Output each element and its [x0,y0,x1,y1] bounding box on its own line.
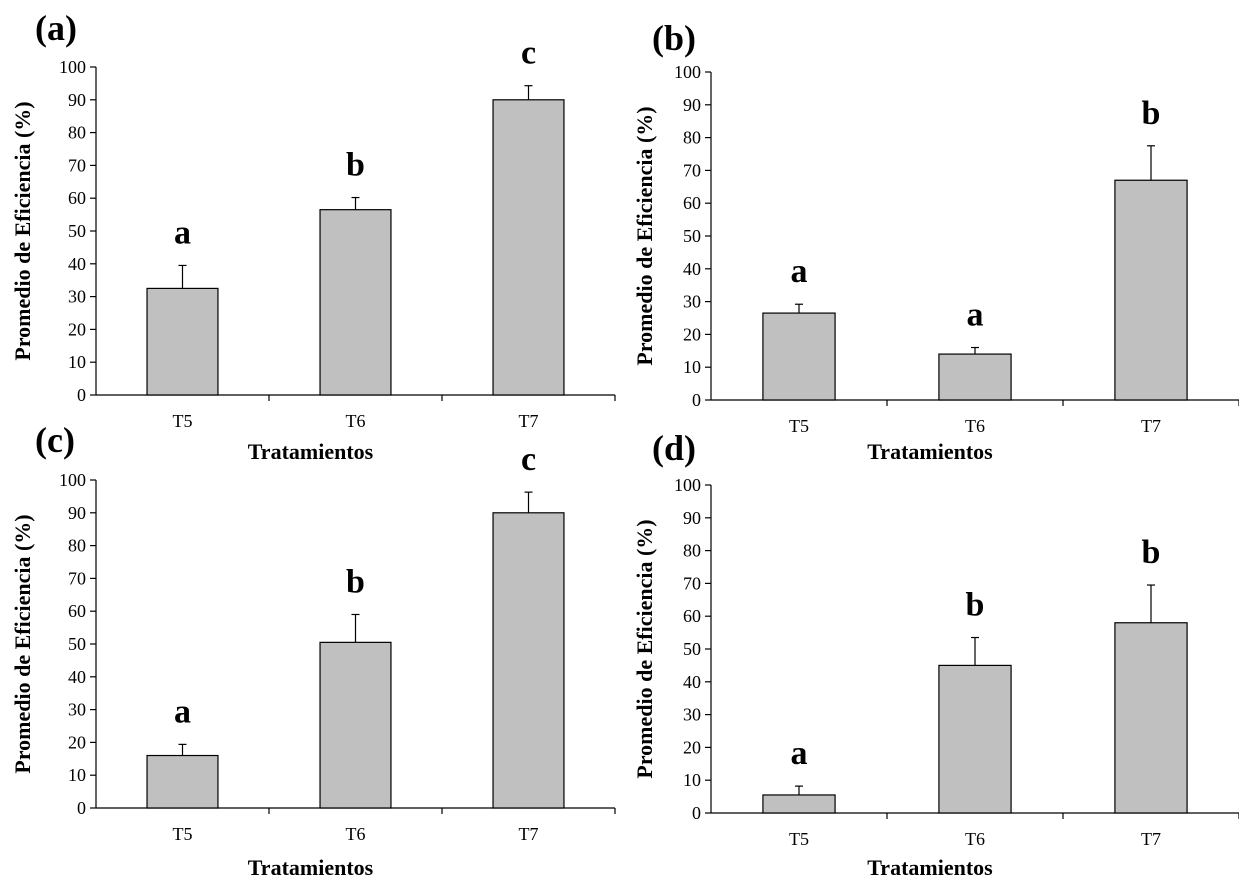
y-tick-label: 80 [68,536,86,556]
y-tick-label: 70 [68,568,86,588]
y-tick-label: 30 [68,700,86,720]
bar-t5 [146,754,219,809]
y-tick-label: 50 [683,639,701,659]
chart-panel-b: (b) 0 10 20 30 40 50 60 70 80 90 100 a T5 a T6 b T7 Tratam… [632,18,1239,464]
y-tick-label: 20 [683,737,701,757]
chart-panel-d: (d) 0 10 20 30 40 50 60 70 80 90 100 a T5 b T6 b T7 Tratam… [632,428,1239,880]
y-tick-label: 80 [683,128,701,148]
y-tick-label: 90 [68,90,86,110]
significance-letter: a [174,693,191,730]
y-tick-label: 100 [59,57,86,77]
significance-letter: b [346,147,365,184]
y-tick-label: 60 [68,188,86,208]
y-tick-label: 0 [77,385,86,405]
panel-label: (b) [652,18,696,58]
x-tick-label: T5 [173,411,193,431]
y-tick-label: 90 [683,508,701,528]
significance-letter: a [967,297,984,334]
y-tick-label: 40 [683,259,701,279]
y-tick-label: 100 [674,62,701,82]
bar-t5 [762,312,836,401]
significance-letter: b [1142,534,1161,571]
y-tick-label: 20 [683,324,701,344]
significance-letter: a [174,214,191,251]
x-axis-label: Tratamientos [248,855,374,880]
y-tick-label: 40 [68,667,86,687]
significance-letter: c [521,441,536,478]
y-tick-label: 20 [68,319,86,339]
x-tick-label: T6 [346,411,366,431]
x-tick-label: T5 [789,829,809,849]
x-tick-label: T7 [1141,829,1161,849]
y-tick-label: 40 [683,672,701,692]
y-tick-label: 80 [68,123,86,143]
significance-letter: b [966,587,985,624]
x-axis-label: Tratamientos [248,439,374,464]
significance-letter: c [521,35,536,72]
bar-t6 [319,641,392,809]
x-tick-label: T7 [519,411,539,431]
bar-t7 [1114,622,1188,814]
y-tick-label: 0 [692,803,701,823]
y-tick-label: 50 [683,226,701,246]
chart-panel-a: (a) 0 10 20 30 40 50 60 70 80 90 100 a T5 b T6 c T7 Tratam… [10,8,616,464]
y-tick-label: 30 [68,287,86,307]
panel-label: (c) [35,420,75,460]
y-axis-label: Promedio de Eficiencia (%) [10,514,35,773]
x-tick-label: T6 [965,416,985,436]
y-axis-label: Promedio de Eficiencia (%) [10,101,35,360]
x-tick-label: T7 [1141,416,1161,436]
bar-t5 [762,794,836,814]
y-tick-label: 30 [683,705,701,725]
bar-t7 [492,512,565,809]
y-tick-label: 60 [68,601,86,621]
y-tick-label: 10 [68,765,86,785]
y-tick-label: 60 [683,193,701,213]
x-tick-label: T7 [519,824,539,844]
significance-letter: b [346,563,365,600]
y-tick-label: 70 [68,155,86,175]
x-axis-label: Tratamientos [867,855,993,880]
y-axis-label: Promedio de Eficiencia (%) [632,519,657,778]
y-tick-label: 80 [683,541,701,561]
bar-t6 [938,353,1012,401]
y-tick-label: 100 [59,470,86,490]
y-tick-label: 90 [683,95,701,115]
significance-letter: a [791,253,808,290]
y-tick-label: 50 [68,634,86,654]
y-tick-label: 40 [68,254,86,274]
y-tick-label: 10 [683,770,701,790]
x-tick-label: T5 [789,416,809,436]
chart-panel-c: (c) 0 10 20 30 40 50 60 70 80 90 100 a T5 b T6 c T7 Tratam… [10,420,616,880]
bar-t7 [1114,179,1188,401]
bar-t5 [146,287,219,396]
panel-label: (d) [652,428,696,468]
bar-t6 [319,209,392,396]
x-tick-label: T6 [965,829,985,849]
y-tick-label: 70 [683,573,701,593]
y-tick-label: 50 [68,221,86,241]
y-tick-label: 100 [674,475,701,495]
panel-label: (a) [35,8,77,48]
x-axis-label: Tratamientos [867,439,993,464]
y-tick-label: 60 [683,606,701,626]
significance-letter: a [791,735,808,772]
x-tick-label: T5 [173,824,193,844]
x-tick-label: T6 [346,824,366,844]
y-tick-label: 0 [692,390,701,410]
y-tick-label: 90 [68,503,86,523]
bar-t6 [938,664,1012,814]
y-tick-label: 70 [683,160,701,180]
y-tick-label: 0 [77,798,86,818]
y-tick-label: 10 [683,357,701,377]
y-axis-label: Promedio de Eficiencia (%) [632,106,657,365]
y-tick-label: 30 [683,292,701,312]
y-tick-label: 20 [68,732,86,752]
y-tick-label: 10 [68,352,86,372]
significance-letter: b [1142,95,1161,132]
bar-t7 [492,99,565,396]
